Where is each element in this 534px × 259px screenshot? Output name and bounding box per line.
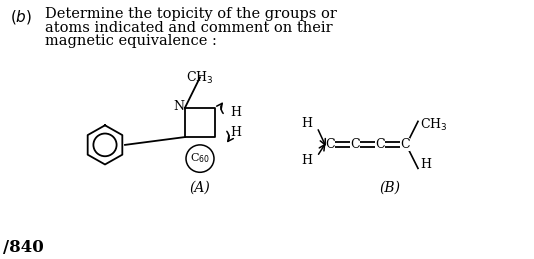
Text: C: C: [350, 138, 360, 152]
Text: Determine the topicity of the groups or: Determine the topicity of the groups or: [45, 7, 337, 21]
Text: (A): (A): [190, 181, 210, 195]
Text: (B): (B): [380, 181, 400, 195]
Text: magnetic equivalence :: magnetic equivalence :: [45, 34, 217, 48]
Text: H: H: [230, 126, 241, 139]
Text: $(b)$: $(b)$: [10, 8, 32, 26]
Text: H: H: [230, 106, 241, 119]
Text: C: C: [400, 138, 410, 152]
Text: CH$_3$: CH$_3$: [186, 70, 214, 86]
Text: atoms indicated and comment on their: atoms indicated and comment on their: [45, 20, 333, 34]
Text: C: C: [375, 138, 385, 152]
Text: H: H: [301, 154, 312, 167]
Text: CH$_3$: CH$_3$: [420, 117, 447, 133]
Text: C$_{60}$: C$_{60}$: [190, 152, 210, 166]
Text: /840: /840: [3, 239, 44, 256]
Text: C: C: [325, 138, 335, 152]
Text: H: H: [301, 117, 312, 130]
Text: N: N: [173, 100, 184, 113]
Text: H: H: [420, 158, 431, 171]
